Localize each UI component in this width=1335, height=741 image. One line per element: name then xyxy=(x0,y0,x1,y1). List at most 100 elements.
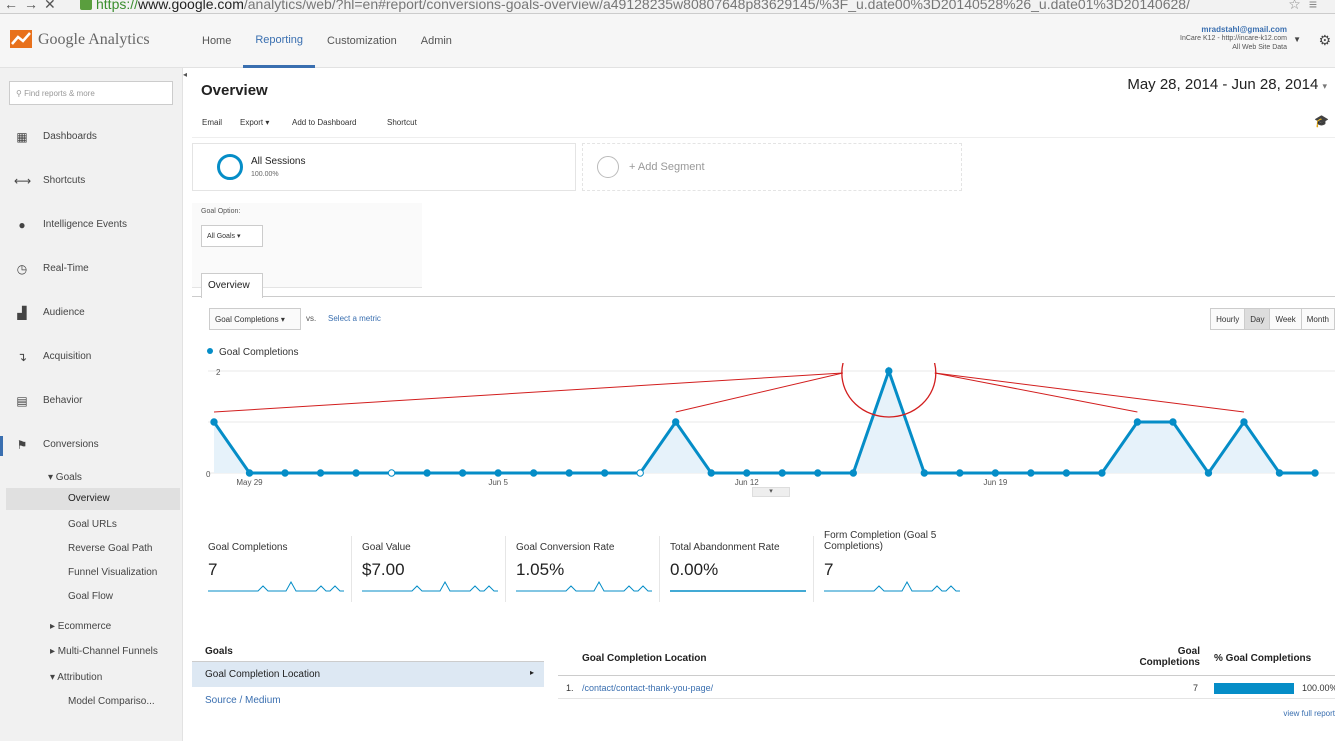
chevron-down-icon: ▾ xyxy=(1322,81,1327,91)
legend-dot-icon xyxy=(207,348,213,354)
browser-nav-buttons[interactable]: ←→✕ xyxy=(4,0,62,12)
account-selector[interactable]: mradstahl@gmail.com InCare K12 - http://… xyxy=(1180,25,1301,52)
goal-option-select[interactable]: All Goals ▾ xyxy=(201,225,263,247)
data-point xyxy=(885,367,893,375)
data-point xyxy=(210,418,218,426)
sidebar-item-acquisition[interactable]: ↴ Acquisition xyxy=(0,348,183,368)
sidebar-sub-attribution[interactable]: ▾ Attribution xyxy=(50,672,103,683)
data-point xyxy=(814,469,822,477)
add-to-dashboard-button[interactable]: Add to Dashboard xyxy=(292,118,357,127)
col-header-location[interactable]: Goal Completion Location xyxy=(582,653,707,664)
data-point xyxy=(1169,418,1177,426)
sidebar-sub-goals[interactable]: ▾ Goals xyxy=(48,472,82,483)
dimension-source-medium[interactable]: Source / Medium xyxy=(205,695,281,706)
nav-customization[interactable]: Customization xyxy=(327,35,397,47)
graduation-cap-icon[interactable]: 🎓 xyxy=(1314,114,1329,128)
granularity-hourly[interactable]: Hourly xyxy=(1211,309,1246,329)
tile-total-abandonment-rate[interactable]: Total Abandonment Rate 0.00% xyxy=(662,536,814,602)
data-point xyxy=(458,469,467,477)
col-header-pct[interactable]: % Goal Completions xyxy=(1214,653,1312,664)
nav-reporting[interactable]: Reporting xyxy=(243,14,316,68)
col-header-completions[interactable]: Goal Completions xyxy=(1139,646,1200,668)
sidebar-sub-goal-flow[interactable]: Goal Flow xyxy=(68,591,114,602)
data-point xyxy=(1098,469,1106,477)
data-point xyxy=(565,469,573,477)
sidebar-sub-multi-channel-funnels[interactable]: ▸ Multi-Channel Funnels xyxy=(50,646,158,657)
bookmark-star-icon[interactable]: ☆≡ xyxy=(1288,0,1325,12)
search-input[interactable]: ⚲ Find reports & more xyxy=(9,81,173,105)
data-point xyxy=(991,469,1000,477)
sidebar-item-shortcuts[interactable]: ⟷ Shortcuts xyxy=(14,174,86,188)
sidebar-item-real-time[interactable]: ◷ Real-Time xyxy=(0,260,183,280)
goal-completions-chart: 2 0 May 29 Jun 5 Jun 12 Jun 19 xyxy=(206,363,1335,487)
sidebar-item-behavior[interactable]: ▤ Behavior xyxy=(0,392,183,412)
brand-name[interactable]: Google Analytics xyxy=(38,31,150,48)
tile-form-completion[interactable]: Form Completion (Goal 5 Completions) 7 xyxy=(816,530,968,602)
shortcut-button[interactable]: Shortcut xyxy=(387,118,417,127)
data-point xyxy=(707,469,715,477)
table-divider xyxy=(558,675,1335,676)
nav-admin[interactable]: Admin xyxy=(420,35,452,47)
sidebar-sub-model-comparison[interactable]: Model Compariso... xyxy=(68,696,155,707)
annotation-line xyxy=(934,372,1245,413)
chevron-down-icon: ▼ xyxy=(1293,35,1301,44)
data-point xyxy=(600,469,609,477)
goals-panel-header: Goals xyxy=(205,646,233,657)
granularity-day[interactable]: Day xyxy=(1245,309,1271,329)
metric-select[interactable]: Goal Completions ▾ xyxy=(209,308,301,330)
row-completions: 7 xyxy=(1192,683,1198,693)
tile-goal-completions[interactable]: Goal Completions 7 xyxy=(200,536,352,602)
sidebar-item-audience[interactable]: ▟ Audience xyxy=(0,304,183,324)
sidebar-sub-reverse-goal-path[interactable]: Reverse Goal Path xyxy=(68,543,153,554)
gear-icon[interactable]: ⚙ xyxy=(1318,32,1331,48)
select-metric-link[interactable]: Select a metric xyxy=(328,314,381,323)
tile-goal-value[interactable]: Goal Value $7.00 xyxy=(354,536,506,602)
data-point xyxy=(1062,469,1071,477)
data-point xyxy=(529,469,538,477)
y-tick-label: 0 xyxy=(206,470,211,479)
sidebar-item-dashboards[interactable]: ▦ Dashboards xyxy=(0,128,183,148)
granularity-toggle: Hourly Day Week Month xyxy=(1210,308,1335,330)
data-point xyxy=(956,469,964,477)
x-tick-label: Jun 12 xyxy=(735,478,760,487)
annotation-line xyxy=(934,372,1138,413)
row-pct: 100.00% xyxy=(1302,683,1335,693)
add-segment-button[interactable]: + Add Segment xyxy=(582,143,962,191)
row-location-link[interactable]: /contact/contact-thank-you-page/ xyxy=(582,683,714,693)
sidebar-item-intelligence-events[interactable]: ● Intelligence Events xyxy=(0,216,183,236)
sidebar-collapse-icon[interactable]: ◂ xyxy=(183,70,188,79)
data-point xyxy=(423,469,431,477)
top-nav: Home Reporting Customization Admin xyxy=(190,14,464,68)
sidebar-item-conversions[interactable]: ⚑ Conversions xyxy=(0,436,183,456)
data-point xyxy=(743,469,751,477)
granularity-month[interactable]: Month xyxy=(1301,309,1334,329)
granularity-week[interactable]: Week xyxy=(1270,309,1302,329)
acquisition-arrows-icon: ↴ xyxy=(16,350,28,364)
data-point xyxy=(1204,469,1213,477)
chart-drawer-handle[interactable]: ▾ xyxy=(752,487,790,497)
series-line xyxy=(212,366,1315,476)
sparkline xyxy=(362,581,498,592)
page-title: Overview xyxy=(201,82,268,99)
sidebar-sub-funnel-visualization[interactable]: Funnel Visualization xyxy=(68,567,158,578)
url-field[interactable]: https://www.google.com/analytics/web/?hl… xyxy=(96,0,1190,12)
data-point xyxy=(1240,418,1248,426)
tile-goal-conversion-rate[interactable]: Goal Conversion Rate 1.05% xyxy=(508,536,660,602)
tab-overview[interactable]: Overview xyxy=(201,273,263,298)
email-button[interactable]: Email xyxy=(202,118,223,127)
data-point xyxy=(1133,418,1142,426)
lightbulb-icon: ● xyxy=(18,218,26,232)
chevron-right-icon: ▸ xyxy=(529,668,534,677)
date-range-picker[interactable]: May 28, 2014 - Jun 28, 2014 ▾ xyxy=(1127,76,1327,93)
x-tick-label: Jun 19 xyxy=(983,478,1008,487)
account-property: InCare K12 - http://incare-k12.com xyxy=(1180,35,1287,42)
view-full-report-link[interactable]: view full report xyxy=(1283,709,1335,718)
sidebar-sub-goals-overview[interactable]: Overview xyxy=(6,488,180,510)
nav-home[interactable]: Home xyxy=(202,35,232,47)
sidebar-sub-goal-urls[interactable]: Goal URLs xyxy=(68,519,117,530)
export-button[interactable]: Export ▾ xyxy=(240,118,270,127)
google-analytics-logo-icon xyxy=(10,30,32,48)
dimension-goal-completion-location[interactable]: Goal Completion Location ▸ xyxy=(192,661,544,687)
segment-all-sessions[interactable]: All Sessions 100.00% xyxy=(192,143,576,191)
sidebar-sub-ecommerce[interactable]: ▸ Ecommerce xyxy=(50,621,112,632)
